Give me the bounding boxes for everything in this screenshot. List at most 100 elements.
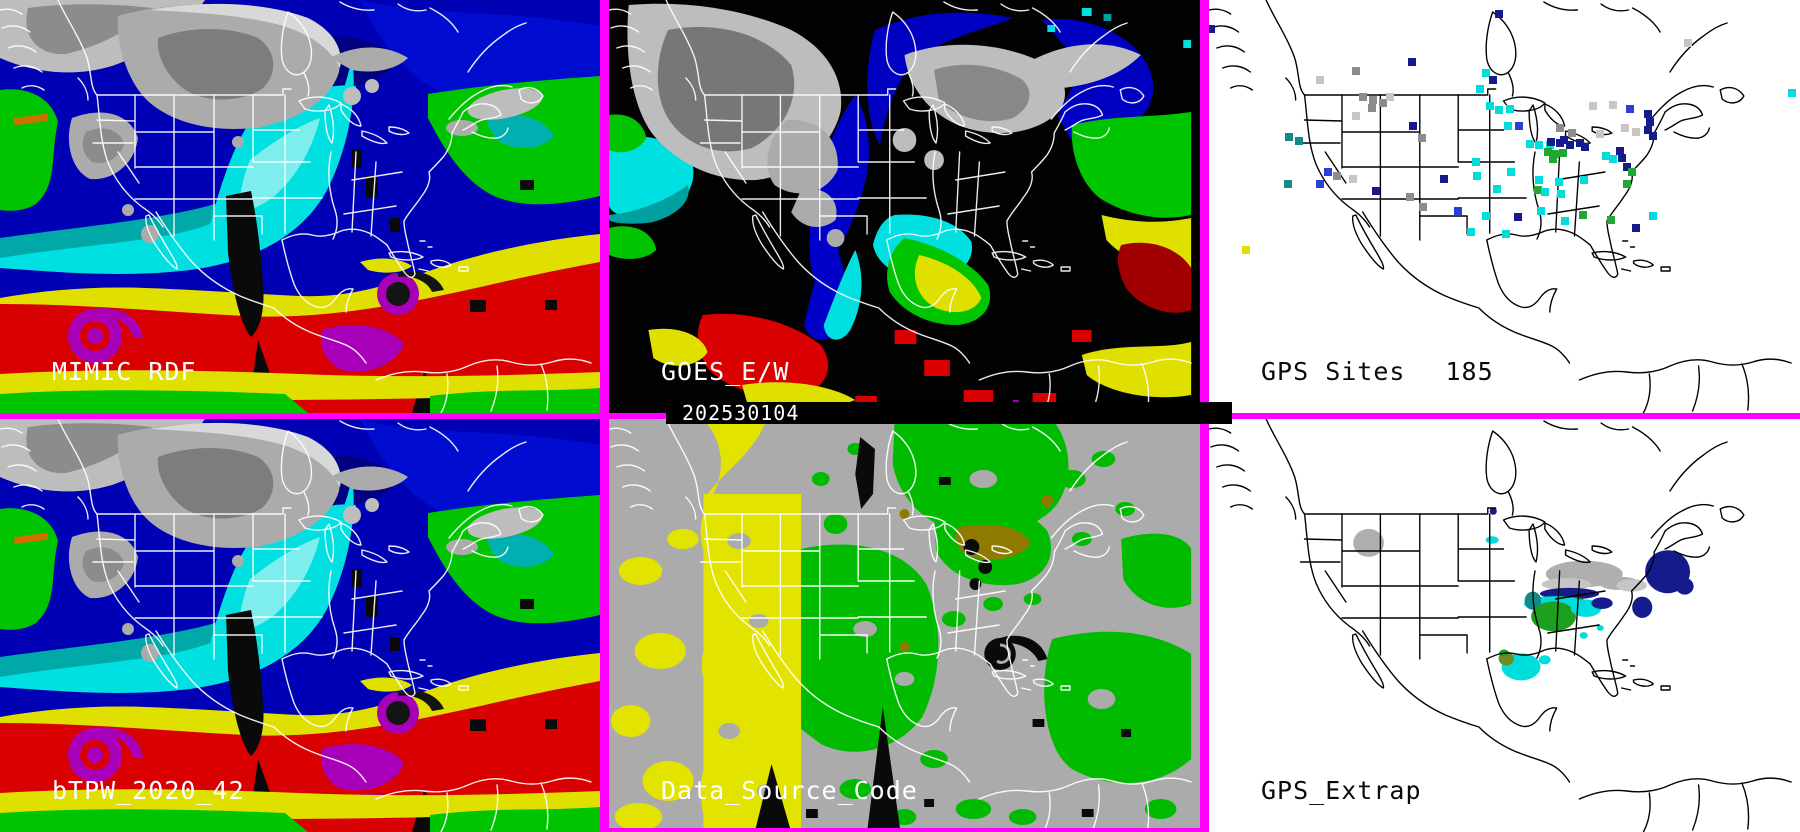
- goes-ew-imagery: [609, 0, 1200, 413]
- gps-site-marker: [1648, 132, 1657, 141]
- gps-site-marker: [1466, 228, 1475, 237]
- panel-label-gps-extrap: GPS_Extrap: [1261, 776, 1422, 805]
- timestamp-bar: 202530104: [666, 401, 1232, 425]
- gps-site-marker: [1316, 179, 1325, 188]
- gps-site-marker: [1488, 76, 1497, 85]
- gps-site-marker: [1439, 174, 1448, 183]
- gps-site-marker: [1534, 186, 1543, 195]
- gps-site-marker: [1644, 125, 1653, 134]
- gps-site-marker: [1623, 162, 1632, 171]
- gps-site-marker: [1683, 39, 1692, 48]
- gps-site-marker: [1646, 118, 1655, 127]
- gps-site-marker: [1418, 133, 1427, 142]
- divider-bottom-middle: [600, 828, 1209, 832]
- gps-site-marker: [1418, 203, 1427, 212]
- gps-site-marker: [1556, 189, 1565, 198]
- gps-site-marker: [1588, 101, 1597, 110]
- panel-data-source-code: Data_Source_Code: [609, 419, 1200, 832]
- gps-site-marker: [1560, 217, 1569, 226]
- gps-site-marker: [1371, 187, 1380, 196]
- gps-site-marker: [1405, 193, 1414, 201]
- gps-site-marker: [1632, 128, 1641, 137]
- gps-site-marker: [1284, 133, 1293, 142]
- gps-site-marker: [1506, 105, 1515, 114]
- panel-label-goes-ew: GOES_E/W: [661, 357, 790, 386]
- timestamp-value: 202530104: [682, 401, 800, 425]
- panel-goes-ew: GOES_E/W: [609, 0, 1200, 413]
- gps-site-marker: [1333, 171, 1342, 180]
- gps-site-marker: [1608, 101, 1617, 110]
- gps-site-marker: [1358, 93, 1367, 102]
- gps-site-marker: [1408, 57, 1417, 66]
- gps-extrap-region: [1579, 632, 1588, 639]
- gps-site-marker: [1482, 68, 1491, 77]
- gps-site-marker: [1386, 92, 1395, 101]
- panel-label-btpw: bTPW_2020_42: [52, 776, 245, 805]
- gps-site-marker: [1560, 136, 1569, 145]
- gps-site-marker: [1541, 188, 1550, 197]
- gps-site-marker: [1554, 178, 1563, 187]
- gps-extrap-region: [1632, 596, 1653, 618]
- gps-site-marker: [1534, 140, 1543, 149]
- gps-site-marker: [1323, 168, 1332, 177]
- gps-site-marker: [1495, 105, 1504, 114]
- gps-extrap-region: [1531, 601, 1577, 632]
- panel-mimic-rdf: MIMIC RDF: [0, 0, 600, 413]
- panel-label-data-source-code: Data_Source_Code: [661, 776, 918, 805]
- gps-site-marker: [1565, 140, 1574, 149]
- gps-site-marker: [1559, 149, 1567, 158]
- gps-site-marker: [1494, 10, 1503, 19]
- gps-site-marker: [1493, 184, 1502, 193]
- gps-site-marker: [1454, 207, 1463, 216]
- gps-site-marker: [1501, 229, 1510, 238]
- gps-site-marker: [1546, 138, 1555, 147]
- gps-site-marker: [1556, 123, 1565, 132]
- gps-site-marker: [1486, 101, 1495, 110]
- gps-extrap-region: [1591, 597, 1613, 609]
- gps-site-marker: [1536, 207, 1545, 216]
- gps-site-marker: [1548, 154, 1557, 163]
- gps-site-marker: [1643, 110, 1652, 119]
- gps-site-marker: [1581, 142, 1590, 151]
- gps-site-marker: [1378, 99, 1387, 108]
- gps-site-marker: [1556, 139, 1565, 148]
- gps-site-marker: [1369, 95, 1378, 104]
- gps-site-marker: [1504, 121, 1513, 130]
- gps-sites-basemap: [1209, 0, 1800, 413]
- gps-site-marker: [1618, 154, 1627, 163]
- gps-site-marker: [1513, 213, 1522, 222]
- gps-extrap-region: [1353, 528, 1384, 557]
- gps-site-marker: [1607, 215, 1616, 224]
- gps-sites-dot-layer: [1209, 0, 1800, 413]
- gps-site-marker: [1472, 171, 1481, 180]
- gps-site-marker: [1608, 155, 1617, 163]
- panel-gps-sites: GPS Sites 185: [1209, 0, 1800, 413]
- gps-extrap-blob-layer: [1353, 507, 1694, 681]
- gps-site-marker: [1515, 122, 1524, 131]
- gps-site-marker: [1595, 129, 1604, 138]
- gps-site-marker: [1283, 179, 1292, 188]
- gps-site-marker: [1351, 111, 1360, 120]
- gps-site-marker: [1507, 168, 1515, 177]
- gps-site-marker: [1623, 179, 1632, 188]
- gps-site-marker: [1368, 104, 1377, 113]
- gps-site-marker: [1241, 245, 1250, 254]
- gps-site-marker: [1575, 139, 1584, 148]
- gps-site-marker: [1625, 104, 1634, 113]
- gps-site-marker: [1209, 24, 1216, 33]
- btpw-imagery: [0, 419, 600, 832]
- gps-site-marker: [1315, 75, 1324, 84]
- gps-site-marker: [1578, 211, 1587, 220]
- gps-site-marker: [1471, 158, 1480, 167]
- panel-btpw: bTPW_2020_42: [0, 419, 600, 832]
- gps-extrap-imagery: [1209, 419, 1800, 832]
- gps-site-marker: [1649, 211, 1658, 220]
- gps-site-marker: [1476, 85, 1485, 94]
- gps-extrap-region: [1596, 625, 1604, 631]
- gps-extrap-region: [1538, 655, 1551, 665]
- panel-label-mimic-rdf: MIMIC RDF: [52, 357, 197, 386]
- gps-site-marker: [1615, 146, 1624, 155]
- gps-site-marker: [1348, 174, 1357, 183]
- gps-site-marker: [1535, 176, 1544, 185]
